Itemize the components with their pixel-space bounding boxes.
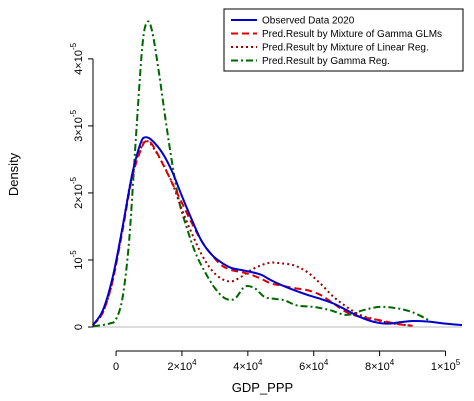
y-tick-label: 0 bbox=[73, 324, 85, 330]
legend-label-4: Pred.Result by Gamma Reg. bbox=[262, 56, 390, 67]
plot-area bbox=[92, 20, 463, 328]
series-line-4 bbox=[92, 20, 430, 328]
series-line-2 bbox=[92, 140, 413, 327]
y-axis-ticks: 0 10-5 2×10-5 3×10-5 4×10-5 bbox=[69, 42, 93, 330]
legend-label-1: Observed Data 2020 bbox=[262, 16, 355, 27]
legend: Observed Data 2020 Pred.Result by Mixture… bbox=[223, 8, 464, 72]
x-tick-label: 0 bbox=[113, 361, 119, 373]
x-axis-ticks: 0 2×104 4×104 6×104 8×104 1×105 bbox=[113, 351, 461, 373]
x-tick-label: 8×104 bbox=[365, 358, 395, 373]
x-tick-label: 4×104 bbox=[233, 358, 263, 373]
legend-label-3: Pred.Result by Mixture of Linear Reg. bbox=[262, 43, 429, 54]
y-tick-label: 10-5 bbox=[69, 250, 85, 270]
x-tick-label: 6×104 bbox=[299, 358, 329, 373]
y-tick-label: 2×10-5 bbox=[69, 176, 85, 208]
series-line-1 bbox=[92, 136, 463, 326]
y-axis-label: Density bbox=[6, 152, 21, 196]
x-tick-label: 2×104 bbox=[167, 358, 197, 373]
series-line-3 bbox=[92, 139, 413, 327]
legend-box bbox=[223, 8, 464, 72]
y-tick-label: 4×10-5 bbox=[69, 42, 85, 74]
x-tick-label: 1×105 bbox=[431, 358, 461, 373]
x-axis-label: GDP_PPP bbox=[232, 380, 293, 395]
y-tick-label: 3×10-5 bbox=[69, 109, 85, 141]
legend-label-2: Pred.Result by Mixture of Gamma GLMs bbox=[262, 29, 442, 40]
